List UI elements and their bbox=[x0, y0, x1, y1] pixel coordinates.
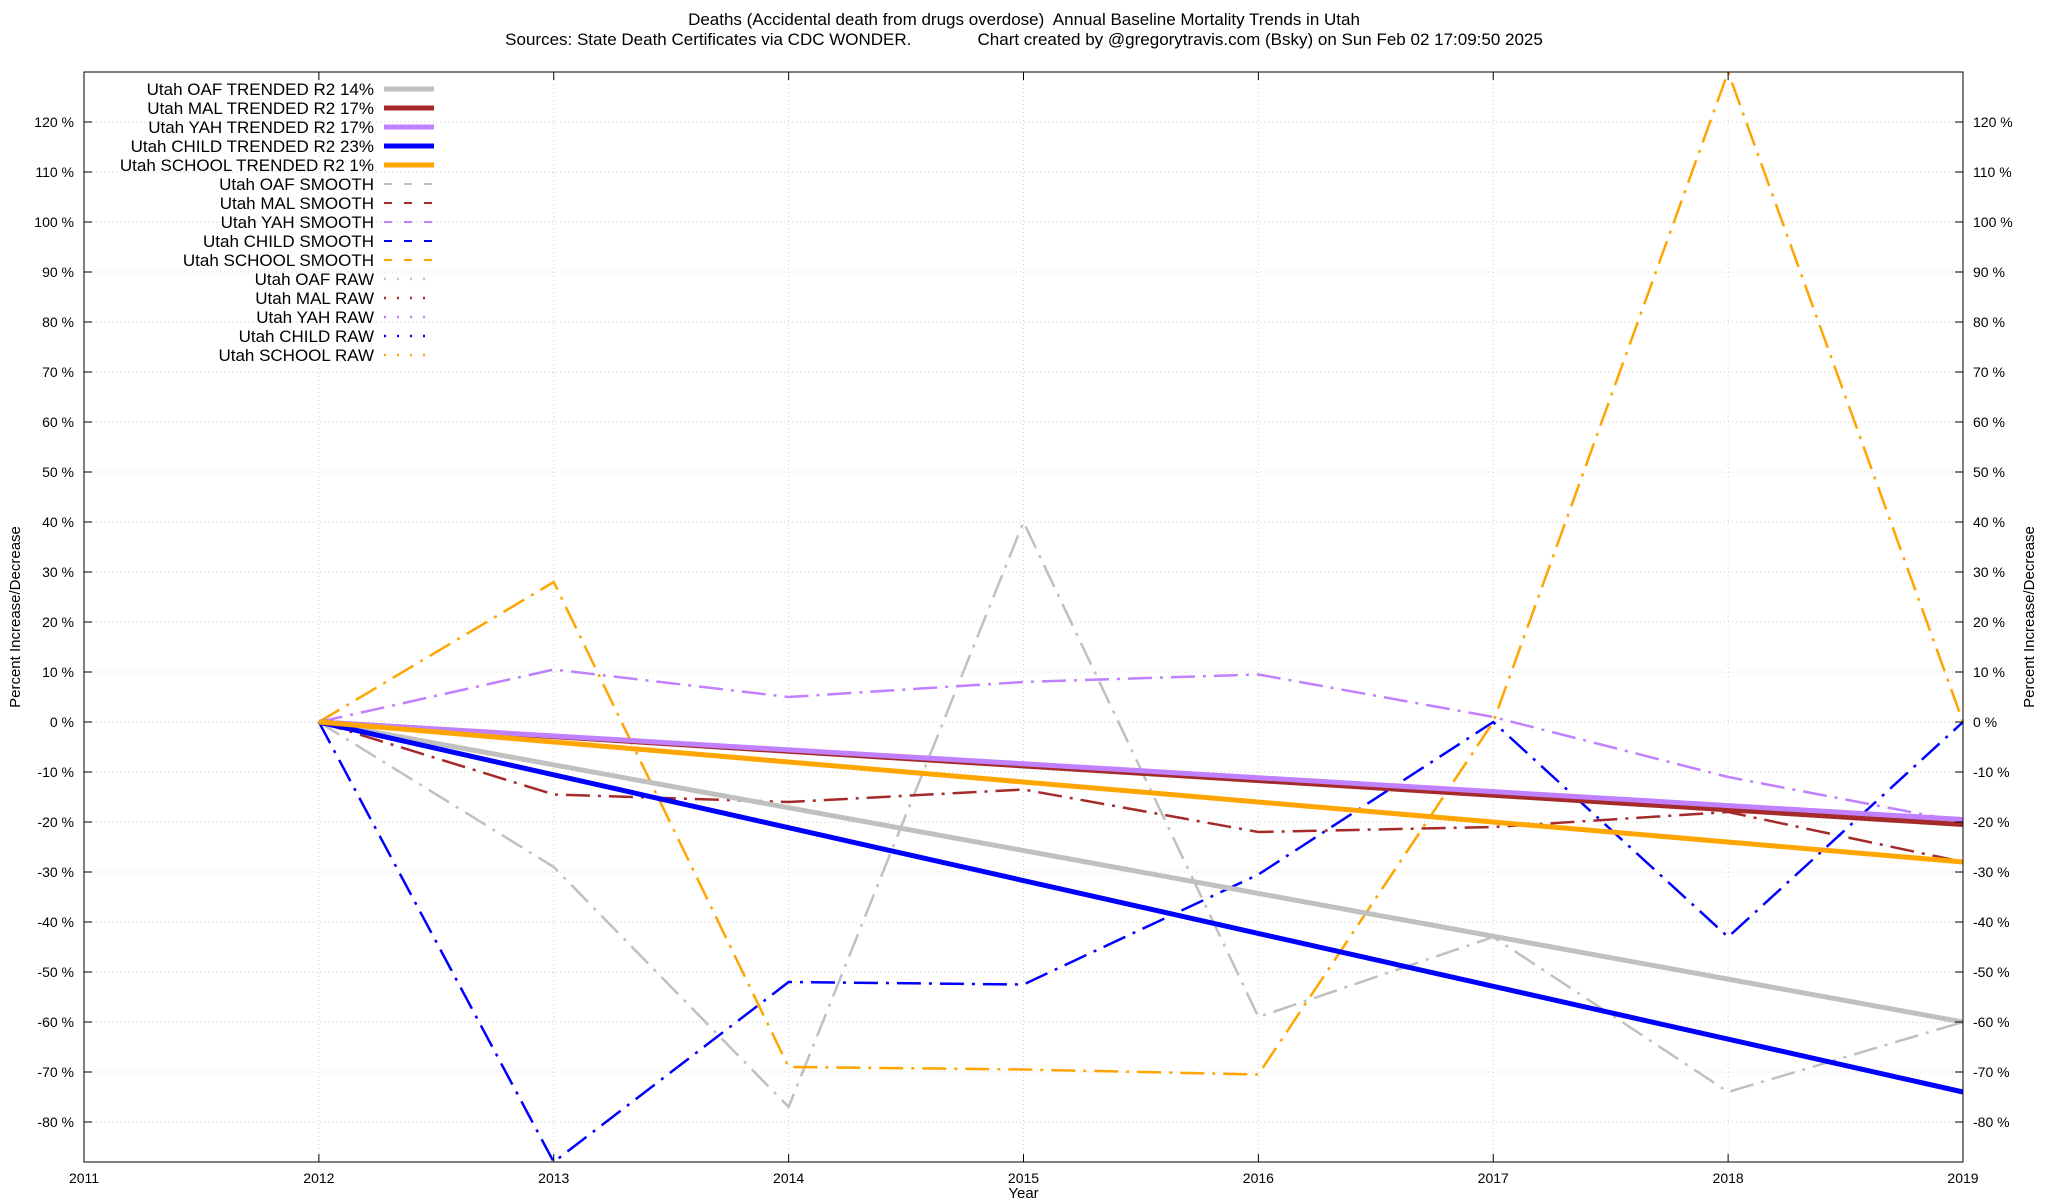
legend-label: Utah MAL RAW bbox=[255, 289, 374, 308]
y-tick-label: 20 % bbox=[42, 614, 74, 630]
y-tick-label: 100 % bbox=[34, 214, 74, 230]
legend-label: Utah SCHOOL TRENDED R2 1% bbox=[120, 156, 374, 175]
legend-label: Utah CHILD RAW bbox=[239, 327, 374, 346]
series-line-utah-yah-trended-r2-17 bbox=[318, 719, 1964, 822]
y-tick-label: -80 % bbox=[37, 1114, 74, 1130]
chart-subtitle: Sources: State Death Certificates via CD… bbox=[505, 30, 1543, 49]
y2-tick-label: -20 % bbox=[1973, 814, 2010, 830]
series-line-utah-school-smooth bbox=[318, 70, 1965, 1076]
y-tick-label: -70 % bbox=[37, 1064, 74, 1080]
x-tick-label: 2017 bbox=[1478, 1170, 1509, 1186]
legend-label: Utah YAH TRENDED R2 17% bbox=[148, 118, 374, 137]
y-tick-label: 0 % bbox=[50, 714, 74, 730]
y-tick-label: 80 % bbox=[42, 314, 74, 330]
y-tick-label: 10 % bbox=[42, 664, 74, 680]
y-tick-label: 40 % bbox=[42, 514, 74, 530]
y2-tick-label: -50 % bbox=[1973, 964, 2010, 980]
y2-tick-label: 20 % bbox=[1973, 614, 2005, 630]
y-tick-label: 50 % bbox=[42, 464, 74, 480]
legend-label: Utah YAH SMOOTH bbox=[221, 213, 374, 232]
legend-label: Utah OAF SMOOTH bbox=[219, 175, 374, 194]
series-line-utah-school-trended-r2-1 bbox=[318, 719, 1964, 865]
y-tick-label: 120 % bbox=[34, 114, 74, 130]
y2-tick-label: 10 % bbox=[1973, 664, 2005, 680]
y2-tick-label: -80 % bbox=[1973, 1114, 2010, 1130]
legend-label: Utah MAL TRENDED R2 17% bbox=[147, 99, 374, 118]
legend-label: Utah SCHOOL SMOOTH bbox=[183, 251, 374, 270]
y2-tick-label: -70 % bbox=[1973, 1064, 2010, 1080]
y2-tick-label: 120 % bbox=[1973, 114, 2013, 130]
y-axis-label: Percent Increase/Decrease bbox=[7, 526, 24, 708]
x-tick-label: 2015 bbox=[1008, 1170, 1039, 1186]
legend-label: Utah SCHOOL RAW bbox=[218, 346, 374, 365]
legend-label: Utah CHILD TRENDED R2 23% bbox=[131, 137, 374, 156]
y-tick-label: 60 % bbox=[42, 414, 74, 430]
y2-tick-label: 50 % bbox=[1973, 464, 2005, 480]
y2-tick-label: 30 % bbox=[1973, 564, 2005, 580]
chart-title: Deaths (Accidental death from drugs over… bbox=[688, 10, 1360, 29]
series-line-utah-child-trended-r2-23 bbox=[318, 719, 1964, 1095]
y-tick-label: 90 % bbox=[42, 264, 74, 280]
axis-ticks: 2011 2012 2013 2014 2015 2016 2017 2018 2019 120 … bbox=[34, 72, 2013, 1186]
y2-tick-label: 0 % bbox=[1973, 714, 1997, 730]
series-layer bbox=[317, 70, 1965, 1164]
y-tick-label: 30 % bbox=[42, 564, 74, 580]
y2-axis-label: Percent Increase/Decrease bbox=[2021, 526, 2038, 708]
x-tick-label: 2018 bbox=[1713, 1170, 1744, 1186]
x-tick-label: 2013 bbox=[538, 1170, 569, 1186]
y2-tick-label: -60 % bbox=[1973, 1014, 2010, 1030]
y2-tick-label: 100 % bbox=[1973, 214, 2013, 230]
y-tick-label: -30 % bbox=[37, 864, 74, 880]
y2-tick-label: 40 % bbox=[1973, 514, 2005, 530]
y-tick-label: -60 % bbox=[37, 1014, 74, 1030]
y2-tick-label: 80 % bbox=[1973, 314, 2005, 330]
y2-tick-label: -10 % bbox=[1973, 764, 2010, 780]
y2-tick-label: 70 % bbox=[1973, 364, 2005, 380]
y2-tick-label: -40 % bbox=[1973, 914, 2010, 930]
y2-tick-label: 90 % bbox=[1973, 264, 2005, 280]
x-tick-label: 2012 bbox=[303, 1170, 334, 1186]
y-tick-label: -20 % bbox=[37, 814, 74, 830]
y-tick-label: -40 % bbox=[37, 914, 74, 930]
series-line-utah-oaf-smooth bbox=[318, 520, 1964, 1109]
y-tick-label: 70 % bbox=[42, 364, 74, 380]
legend-label: Utah OAF TRENDED R2 14% bbox=[147, 80, 374, 99]
y2-tick-label: 110 % bbox=[1973, 164, 2012, 180]
x-tick-label: 2016 bbox=[1243, 1170, 1274, 1186]
x-tick-label: 2014 bbox=[773, 1170, 804, 1186]
series-line-utah-child-smooth bbox=[317, 720, 1964, 1164]
legend-label: Utah OAF RAW bbox=[255, 270, 374, 289]
x-tick-label: 2019 bbox=[1947, 1170, 1978, 1186]
x-axis-label: Year bbox=[1008, 1185, 1038, 1200]
y2-tick-label: 60 % bbox=[1973, 414, 2005, 430]
series-line-utah-yah-smooth bbox=[318, 668, 1964, 824]
series-line-utah-oaf-trended-r2-14 bbox=[318, 719, 1964, 1025]
legend-label: Utah YAH RAW bbox=[256, 308, 374, 327]
legend-label: Utah MAL SMOOTH bbox=[220, 194, 374, 213]
series-line-utah-mal-smooth bbox=[318, 720, 1964, 864]
legend-label: Utah CHILD SMOOTH bbox=[203, 232, 374, 251]
y-tick-label: -10 % bbox=[37, 764, 74, 780]
y-tick-label: 110 % bbox=[35, 164, 74, 180]
y-tick-label: -50 % bbox=[37, 964, 74, 980]
y2-tick-label: -30 % bbox=[1973, 864, 2010, 880]
legend: Utah OAF TRENDED R2 14%Utah MAL TRENDED … bbox=[120, 80, 434, 365]
x-tick-label: 2011 bbox=[69, 1170, 99, 1186]
